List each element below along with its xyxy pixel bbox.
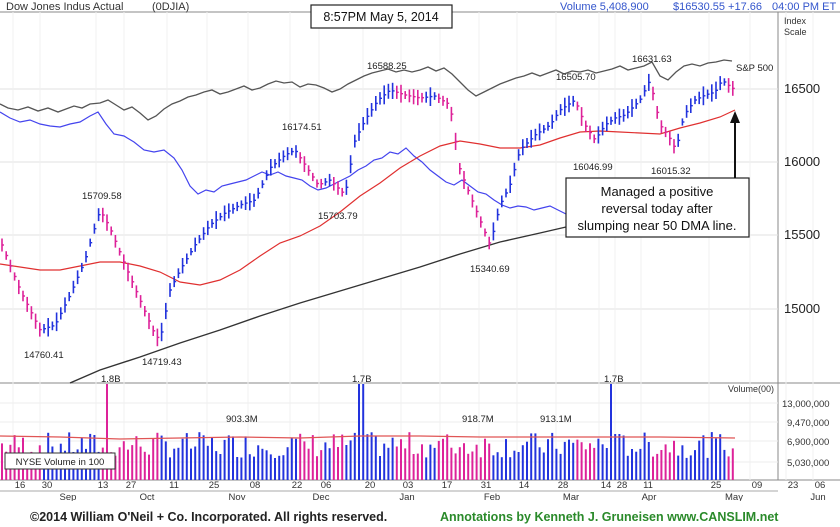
day-label: 11 bbox=[643, 480, 653, 491]
volume-tick-4: 5,030,000 bbox=[787, 458, 829, 469]
label-16505: 16505.70 bbox=[556, 72, 596, 83]
volume-axis-title: Volume(00) bbox=[728, 384, 774, 394]
chart-symbol: (0DJIA) bbox=[152, 1, 189, 13]
day-label: 28 bbox=[617, 480, 628, 491]
day-label: 06 bbox=[815, 480, 826, 491]
chart-background bbox=[0, 0, 840, 480]
day-labels: 16 30 13 27 11 25 08 22 06 20 03 17 31 14 28 14 28 11 25 09… bbox=[15, 480, 826, 491]
relative-strength-line bbox=[0, 111, 567, 215]
volume-readout: Volume 5,408,900 bbox=[560, 1, 649, 13]
vol-label-1: 1.8B bbox=[101, 374, 121, 385]
label-15340: 15340.69 bbox=[470, 264, 510, 275]
day-label: 17 bbox=[442, 480, 453, 491]
month-label: Apr bbox=[642, 492, 657, 503]
callout-line-1: Managed a positive bbox=[601, 184, 714, 199]
price-tick-16000: 16000 bbox=[784, 154, 820, 169]
month-label: May bbox=[725, 492, 743, 503]
vol-label-3: 1.7B bbox=[604, 374, 624, 385]
volume-tick-1: 13,000,000 bbox=[782, 399, 830, 410]
sp500-line bbox=[0, 59, 733, 121]
label-16588: 16588.25 bbox=[367, 61, 407, 72]
callout-arrow-head bbox=[730, 111, 740, 123]
day-label: 08 bbox=[250, 480, 261, 491]
label-16631: 16631.63 bbox=[632, 54, 672, 65]
label-14719: 14719.43 bbox=[142, 357, 182, 368]
index-scale-label-2: Scale bbox=[784, 27, 807, 37]
month-label: Sep bbox=[60, 492, 77, 503]
label-16015: 16015.32 bbox=[651, 166, 691, 177]
footer-copyright: ©2014 William O'Neil + Co. Incorporated.… bbox=[30, 510, 387, 524]
vol-label-4: 903.3M bbox=[226, 414, 258, 425]
month-label: Nov bbox=[229, 492, 246, 503]
price-tick-15500: 15500 bbox=[784, 227, 820, 242]
day-label: 14 bbox=[601, 480, 612, 491]
label-14760: 14760.41 bbox=[24, 350, 64, 361]
month-label: Jan bbox=[399, 492, 414, 503]
day-label: 30 bbox=[42, 480, 53, 491]
chart-title: Dow Jones Indus Actual bbox=[6, 1, 123, 13]
callout-line-2: reversal today after bbox=[601, 201, 713, 216]
day-label: 03 bbox=[403, 480, 414, 491]
label-16174: 16174.51 bbox=[282, 122, 322, 133]
month-label: Mar bbox=[563, 492, 579, 503]
ma200-line bbox=[69, 226, 567, 384]
volume-moving-average bbox=[0, 435, 736, 440]
vol-label-2: 1.7B bbox=[352, 374, 372, 385]
day-label: 28 bbox=[558, 480, 569, 491]
index-scale-label-1: Index bbox=[784, 16, 807, 26]
timestamp-box bbox=[310, 4, 453, 29]
day-label: 06 bbox=[321, 480, 332, 491]
nyse-volume-label: NYSE Volume in 100 bbox=[16, 457, 105, 468]
footer-annotations: Annotations by Kenneth J. Gruneisen www.… bbox=[440, 510, 779, 524]
month-label: Oct bbox=[140, 492, 155, 503]
callout-line-3: slumping near 50 DMA line. bbox=[578, 218, 737, 233]
price-tick-15000: 15000 bbox=[784, 301, 820, 316]
day-label: 11 bbox=[169, 480, 179, 491]
price-bars bbox=[1, 73, 735, 347]
vertical-gridlines bbox=[12, 12, 814, 480]
month-label: Jun bbox=[810, 492, 825, 503]
price-readout: $16530.55 +17.66 bbox=[673, 1, 762, 13]
day-label: 14 bbox=[519, 480, 530, 491]
vol-label-6: 913.1M bbox=[540, 414, 572, 425]
month-label: Dec bbox=[313, 492, 330, 503]
month-label: Feb bbox=[484, 492, 500, 503]
label-15703: 15703.79 bbox=[318, 211, 358, 222]
price-annotations: 16588.25 16505.70 16631.63 16174.51 1570… bbox=[24, 54, 691, 368]
day-label: 25 bbox=[209, 480, 220, 491]
day-label: 25 bbox=[711, 480, 722, 491]
price-tick-16500: 16500 bbox=[784, 81, 820, 96]
day-label: 23 bbox=[788, 480, 799, 491]
sp500-label: S&P 500 bbox=[736, 63, 773, 74]
day-label: 20 bbox=[365, 480, 376, 491]
volume-bars bbox=[1, 384, 734, 480]
volume-annotations: 1.8B 1.7B 1.7B 903.3M 918.7M 913.1M bbox=[101, 374, 624, 425]
vol-label-5: 918.7M bbox=[462, 414, 494, 425]
day-label: 27 bbox=[126, 480, 137, 491]
label-15709: 15709.58 bbox=[82, 191, 122, 202]
callout-box bbox=[565, 177, 750, 238]
volume-tick-2: 9,470,000 bbox=[787, 418, 829, 429]
month-labels: Sep Oct Nov Dec Jan Feb Mar Apr May Jun bbox=[60, 492, 826, 503]
day-label: 09 bbox=[752, 480, 763, 491]
volume-tick-3: 6,900,000 bbox=[787, 437, 829, 448]
footer-background bbox=[0, 501, 840, 527]
day-label: 22 bbox=[292, 480, 303, 491]
timestamp-text: 8:57PM May 5, 2014 bbox=[323, 10, 438, 24]
day-label: 16 bbox=[15, 480, 26, 491]
day-label: 13 bbox=[98, 480, 109, 491]
day-label: 31 bbox=[481, 480, 492, 491]
time-readout: 04:00 PM ET bbox=[772, 1, 836, 13]
nyse-volume-box bbox=[4, 452, 116, 470]
label-16046: 16046.99 bbox=[573, 162, 613, 173]
